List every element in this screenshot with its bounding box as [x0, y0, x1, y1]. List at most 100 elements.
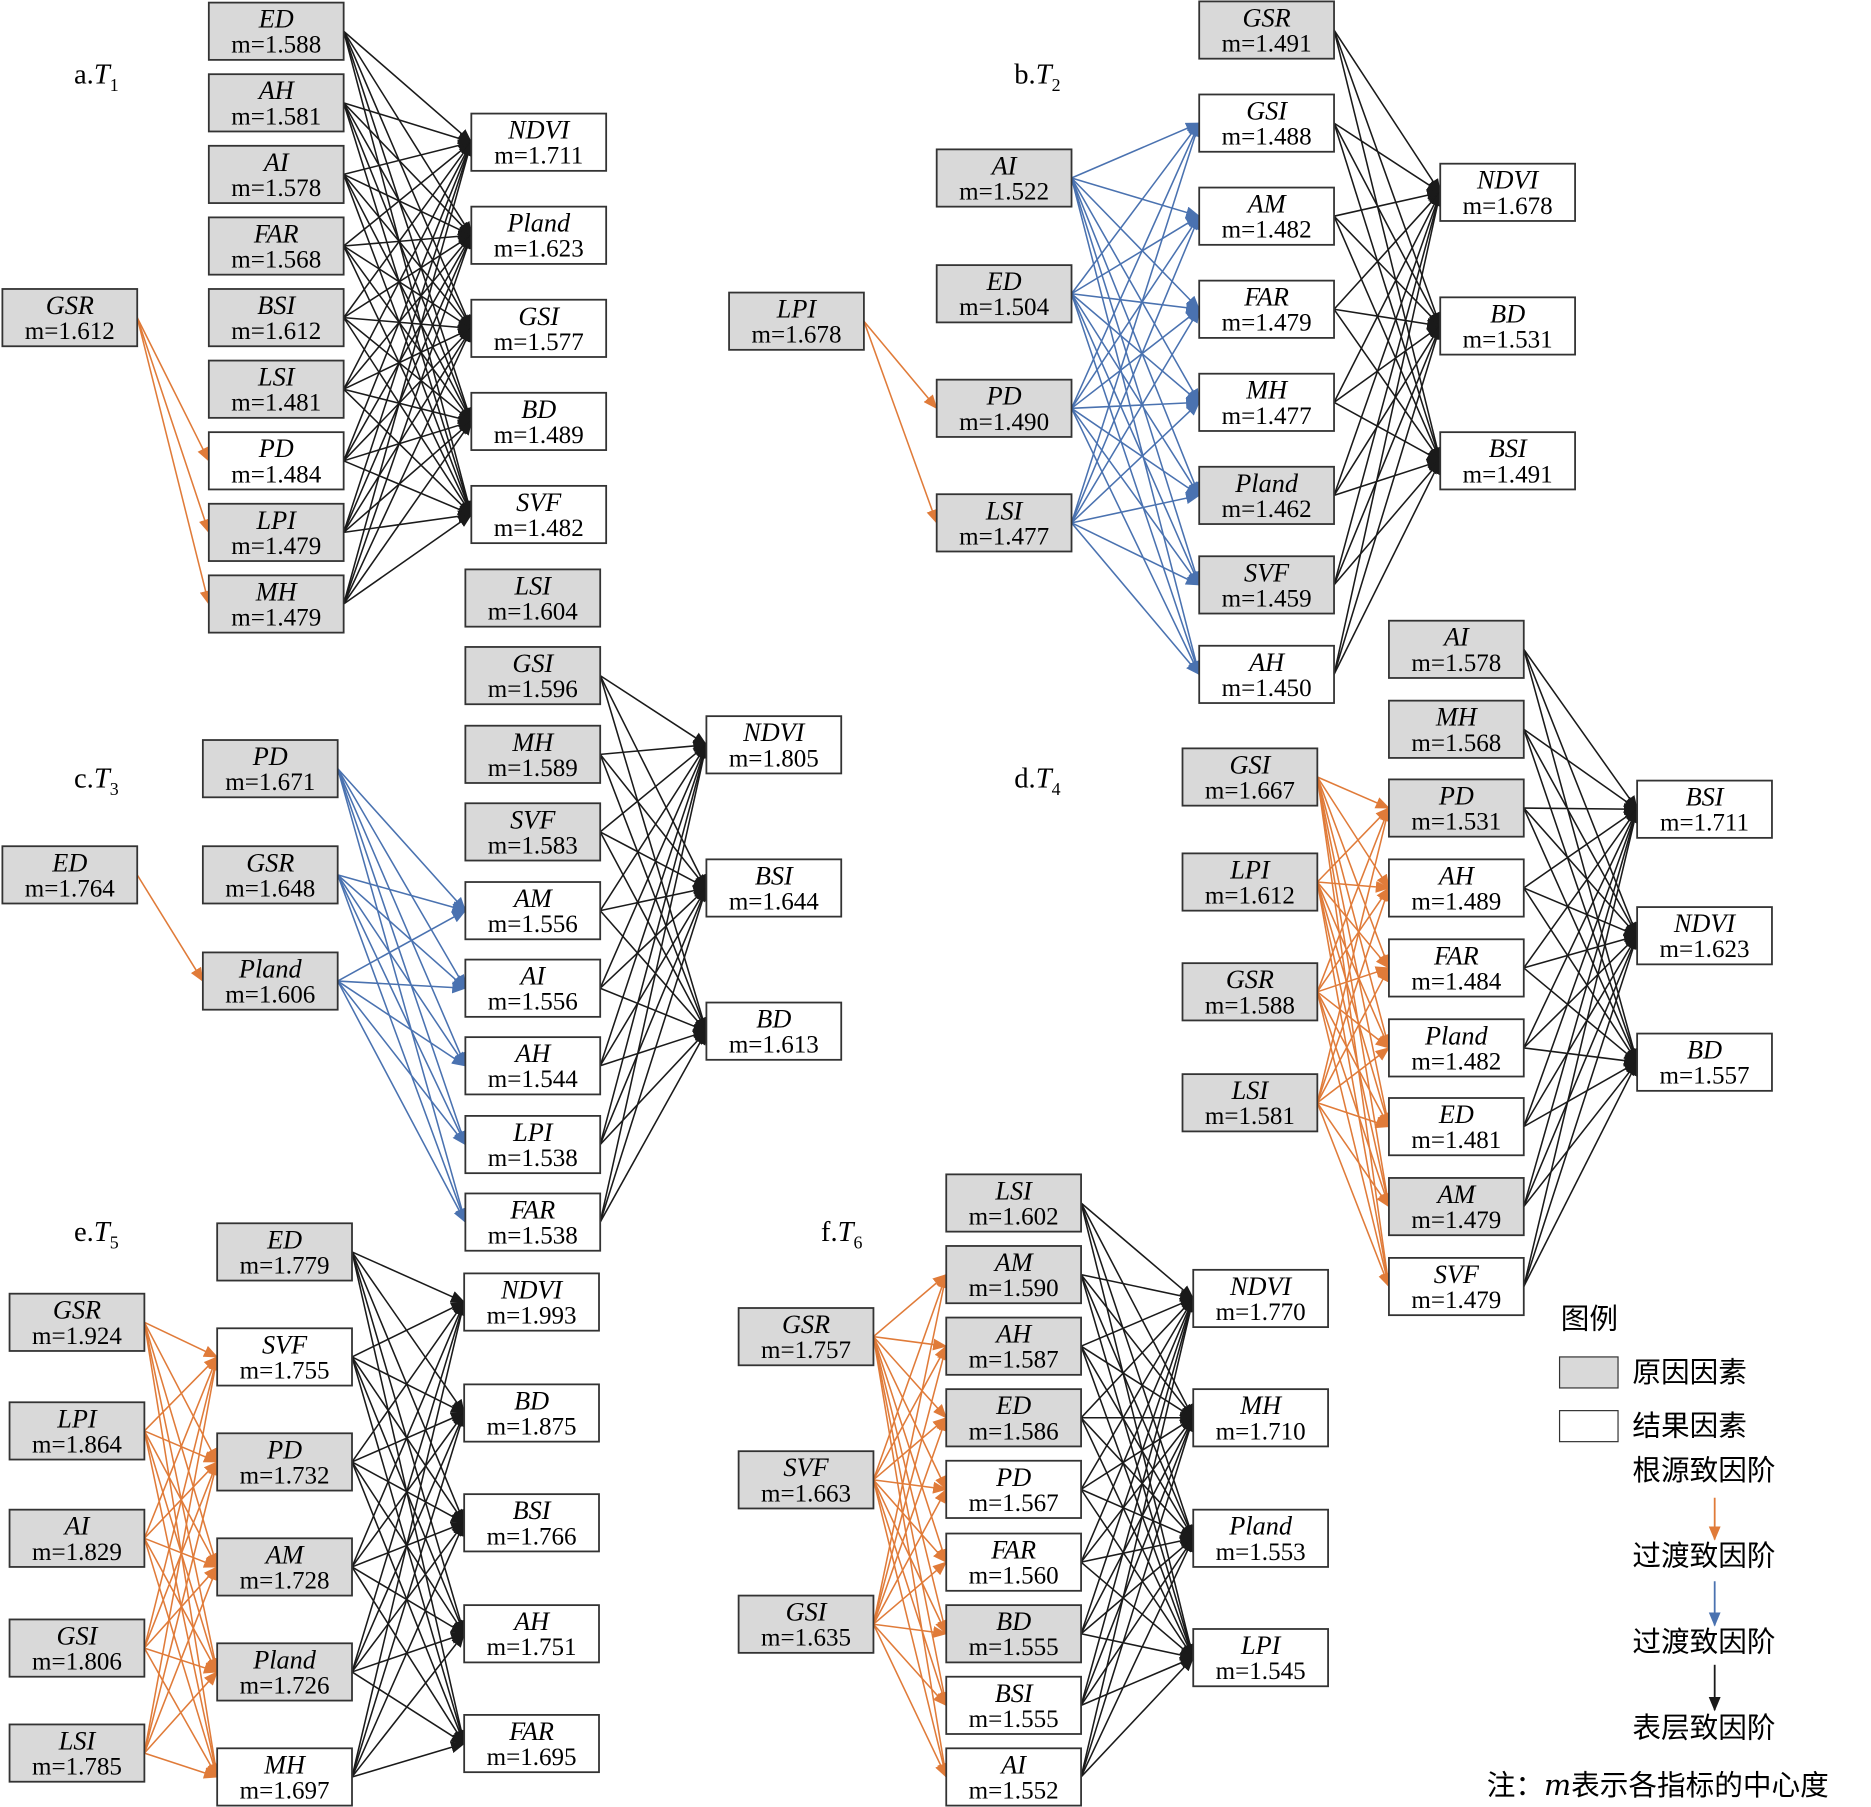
node-box: [207, 431, 345, 491]
node-box: [705, 715, 843, 775]
edge: [1070, 215, 1200, 409]
node-name: GSI: [1230, 750, 1272, 779]
edge: [1523, 934, 1638, 1128]
edge: [1333, 459, 1442, 497]
node-box: [1181, 1073, 1319, 1133]
node-centrality: m=1.552: [969, 1777, 1059, 1804]
edge: [351, 1671, 466, 1745]
edge: [136, 317, 211, 534]
node-box: [935, 378, 1073, 438]
edge: [599, 754, 708, 1033]
node-box: [216, 1432, 353, 1492]
edge: [343, 230, 473, 247]
node-box: [705, 858, 843, 918]
node-name: NDVI: [500, 1275, 563, 1304]
node-name: GSI: [1246, 97, 1288, 126]
edge: [343, 317, 472, 516]
edge: [343, 30, 473, 143]
node-name: LSI: [1231, 1076, 1270, 1105]
node-centrality: m=1.829: [32, 1539, 122, 1566]
node-box: [935, 148, 1073, 208]
edge: [863, 320, 938, 410]
node-box: [8, 1401, 146, 1461]
node-name: GSR: [53, 1296, 101, 1325]
node-box: [1636, 779, 1773, 839]
edge: [1070, 293, 1200, 497]
edge: [1070, 293, 1201, 676]
node-centrality: m=1.924: [32, 1323, 122, 1350]
edge: [351, 1522, 466, 1568]
node-name: MH: [511, 728, 555, 757]
node-centrality: m=1.779: [240, 1252, 330, 1279]
edge: [1080, 1417, 1195, 1491]
node-centrality: m=1.462: [1222, 496, 1312, 523]
edges: [136, 29, 1640, 1779]
edge: [1071, 215, 1201, 295]
edge: [1316, 886, 1391, 1104]
node-name: BSI: [257, 291, 296, 320]
node-centrality: m=1.491: [1463, 461, 1553, 488]
edge: [337, 874, 467, 913]
edge: [1317, 1102, 1391, 1129]
edge: [351, 1251, 465, 1524]
edge: [351, 1411, 467, 1778]
edge: [1523, 934, 1638, 1049]
edge: [1333, 191, 1442, 496]
edge: [351, 1300, 467, 1673]
node-box: [1192, 1628, 1329, 1688]
node-centrality: m=1.545: [1216, 1658, 1306, 1685]
node-box: [207, 502, 345, 562]
edge: [143, 1322, 221, 1674]
node-name: AM: [1435, 1180, 1477, 1209]
edge: [1523, 808, 1638, 969]
node-centrality: m=1.479: [231, 604, 321, 631]
edge: [1316, 881, 1390, 969]
edge: [1071, 407, 1201, 497]
node-centrality: m=1.557: [1660, 1063, 1750, 1090]
node-box: [1192, 1508, 1329, 1568]
edge: [1523, 649, 1638, 937]
node-centrality: m=1.695: [487, 1744, 577, 1771]
node-centrality: m=1.555: [969, 1706, 1059, 1733]
node-box: [207, 73, 345, 133]
node-centrality: m=1.544: [488, 1066, 578, 1093]
panel-title: f.T6: [821, 1216, 863, 1252]
node-name: FAR: [253, 219, 299, 248]
node-name: MH: [1239, 1391, 1283, 1420]
edge: [343, 139, 473, 176]
node-centrality: m=1.711: [1660, 810, 1749, 837]
note-prefix: 注：: [1487, 1768, 1544, 1802]
legend-swatch: [1558, 1410, 1619, 1443]
node-box: [945, 1245, 1082, 1305]
node-box: [464, 646, 602, 706]
edge: [343, 420, 473, 533]
node-centrality: m=1.697: [240, 1777, 330, 1804]
node-name: SVF: [262, 1330, 308, 1359]
edge: [342, 327, 472, 533]
node-box: [1636, 906, 1773, 966]
edge: [1333, 324, 1441, 496]
edge: [599, 674, 708, 746]
node-centrality: m=1.635: [761, 1625, 851, 1652]
edge: [1080, 1488, 1195, 1540]
edge: [872, 1623, 947, 1779]
edge: [599, 1030, 708, 1146]
edge: [1070, 177, 1200, 404]
node-centrality: m=1.560: [969, 1563, 1059, 1590]
edge: [1071, 522, 1201, 586]
node-name: LPI: [1229, 855, 1271, 884]
edge: [342, 31, 473, 423]
node-box: [1388, 699, 1525, 759]
node-centrality: m=1.504: [959, 294, 1049, 321]
node-name: BSI: [1686, 783, 1725, 812]
panel-symbol: T: [94, 1216, 112, 1248]
edge: [599, 1030, 708, 1223]
node-name: SVF: [783, 1453, 829, 1482]
node-box: [1636, 1032, 1773, 1092]
panel-symbol: T: [1036, 763, 1054, 795]
node-centrality: m=1.538: [488, 1145, 578, 1172]
edge: [1071, 396, 1201, 410]
edge: [599, 987, 708, 1032]
node-box: [1388, 1177, 1525, 1237]
edge: [599, 886, 708, 1145]
